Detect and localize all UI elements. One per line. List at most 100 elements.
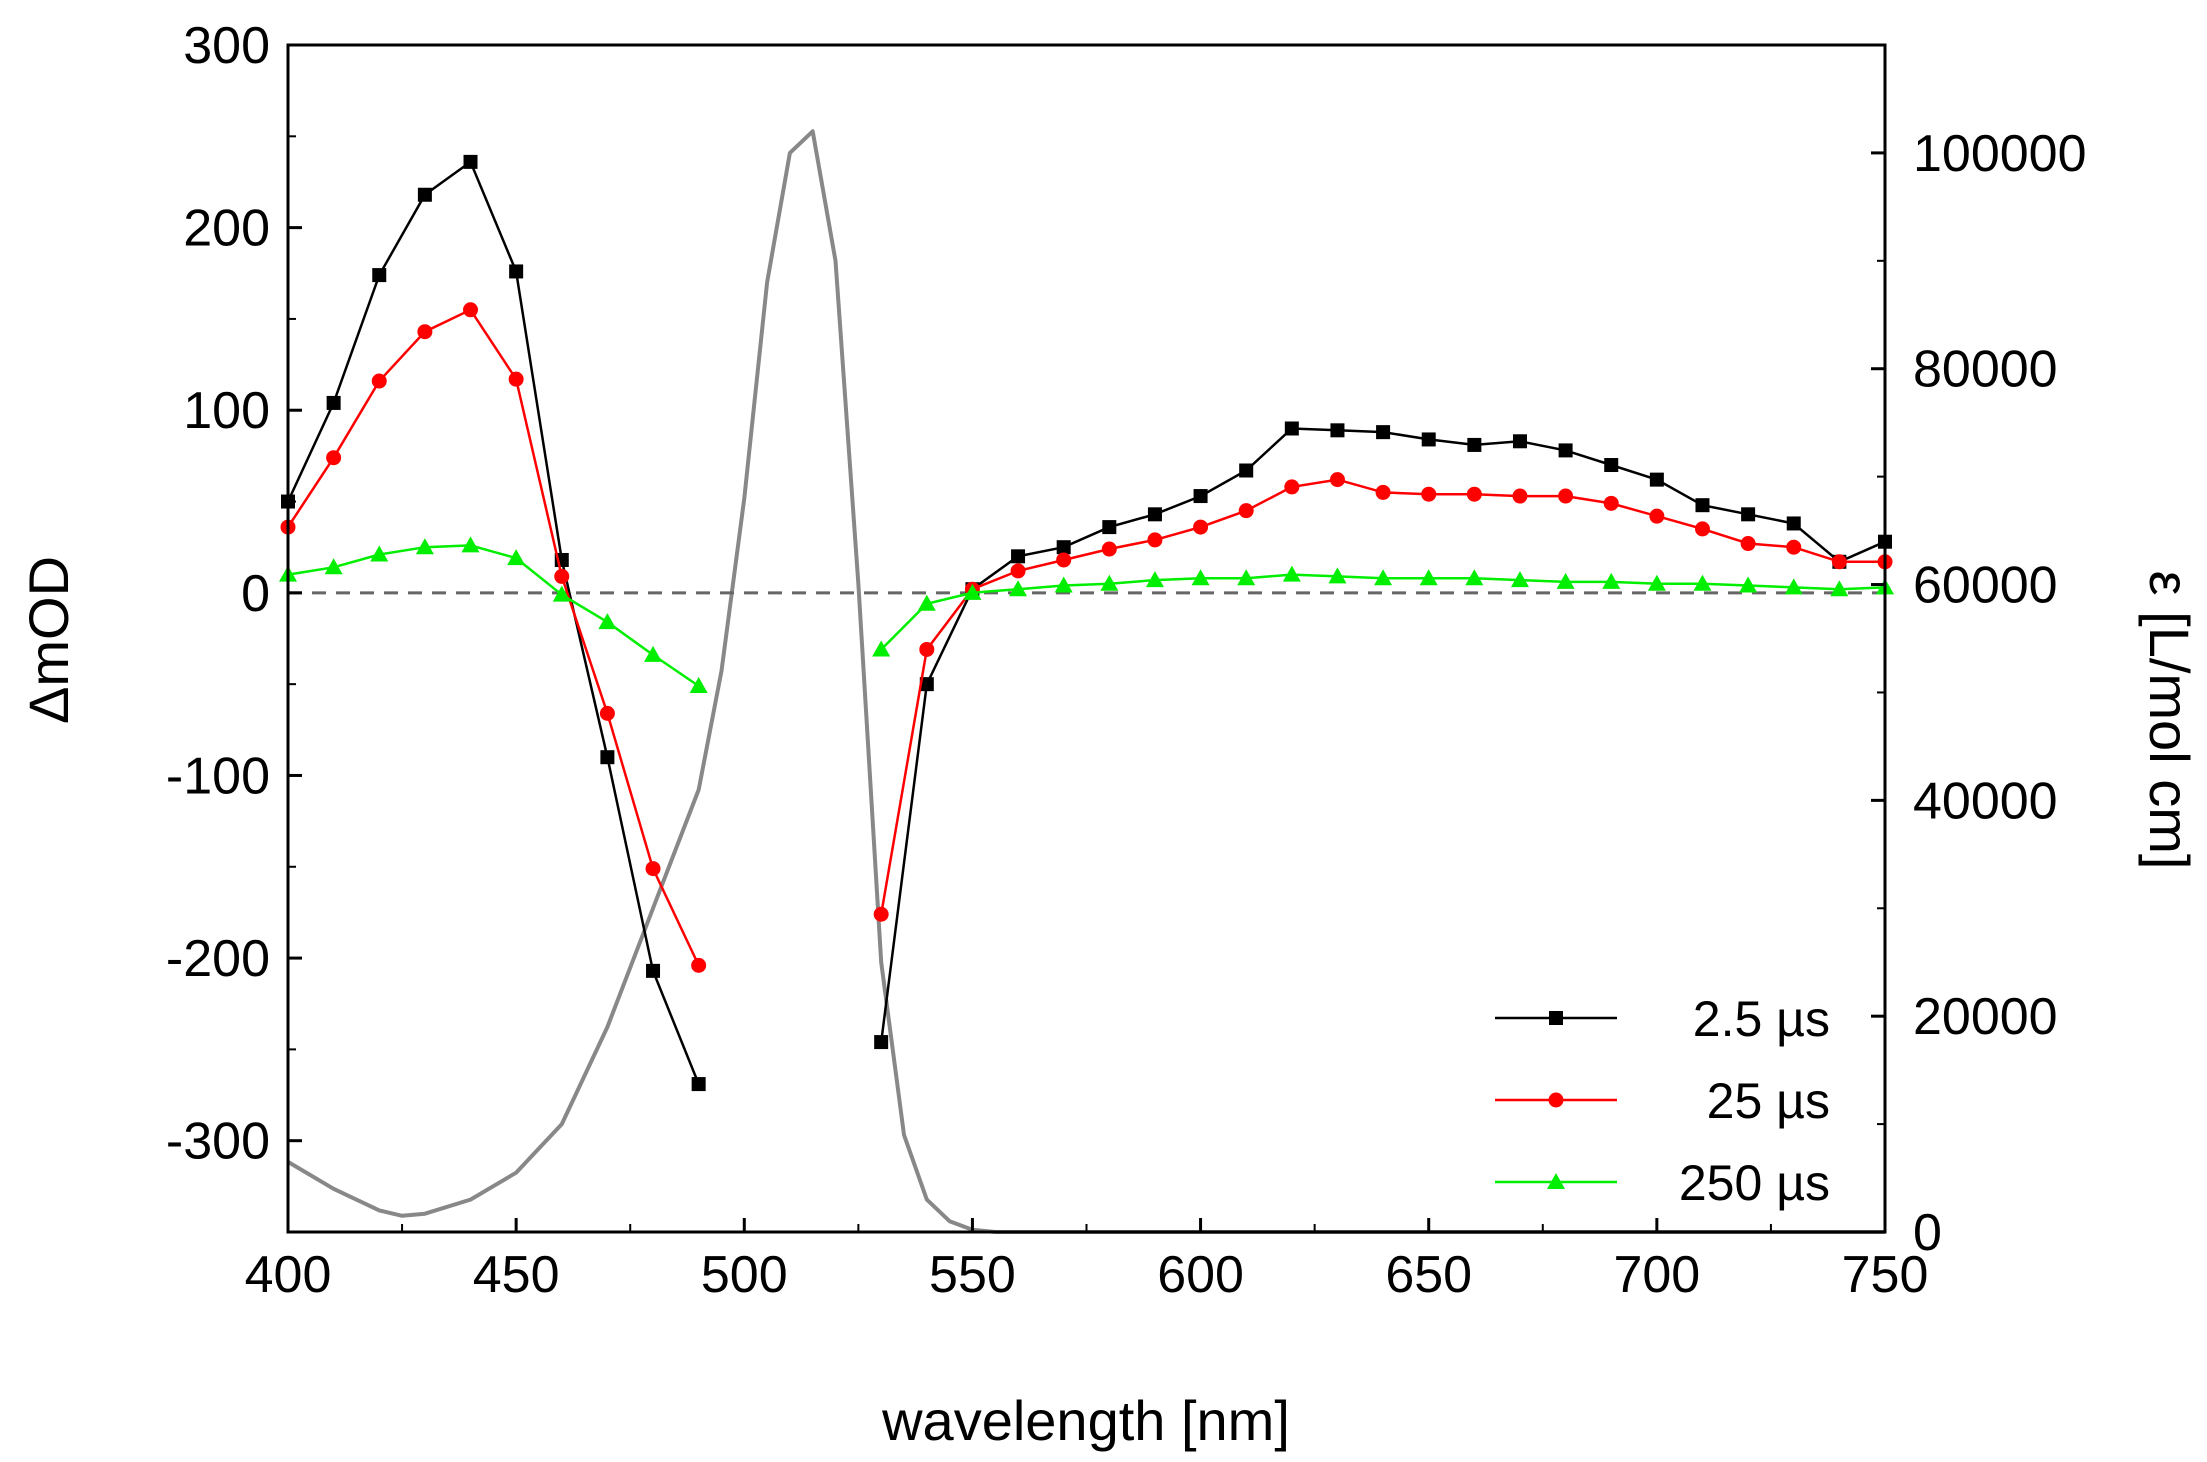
series-2-point bbox=[598, 613, 617, 630]
y2-tick-label: 40000 bbox=[1913, 772, 2058, 830]
legend: 2.5 µs 25 µs 250 µs bbox=[1495, 991, 1830, 1211]
series-1-point bbox=[554, 568, 570, 584]
y2-tick-label: 0 bbox=[1913, 1204, 1942, 1262]
series-0-point bbox=[1376, 425, 1391, 440]
series-2-point bbox=[507, 549, 526, 566]
series-2-point bbox=[415, 538, 434, 555]
y-tick-label: 100 bbox=[183, 382, 270, 440]
series-2-point bbox=[917, 594, 936, 611]
y2-axis-title: ε [L/mol cm] bbox=[2138, 571, 2201, 870]
y-tick-label: -300 bbox=[166, 1113, 270, 1171]
x-tick-label: 550 bbox=[929, 1246, 1016, 1304]
series-1-point bbox=[599, 705, 615, 721]
series-2-point bbox=[1510, 571, 1529, 588]
series-1-point bbox=[1375, 484, 1391, 500]
series-1-point bbox=[463, 302, 479, 318]
series-1-point bbox=[1603, 495, 1619, 511]
series-0-point bbox=[1330, 423, 1345, 438]
series-2-point bbox=[872, 640, 891, 657]
x-tick-label: 600 bbox=[1157, 1246, 1244, 1304]
series-2-point bbox=[1556, 572, 1575, 589]
series-2-point bbox=[1282, 565, 1301, 582]
x-tick-label: 500 bbox=[701, 1246, 788, 1304]
series-0-point bbox=[600, 750, 615, 765]
x-tick-label: 700 bbox=[1613, 1246, 1700, 1304]
y2-tick-label: 80000 bbox=[1913, 341, 2058, 399]
series-2-point bbox=[1191, 569, 1210, 586]
series-1-point bbox=[1238, 503, 1254, 519]
series-0-point bbox=[1558, 443, 1573, 458]
series-2-point bbox=[1328, 567, 1347, 584]
series-2 bbox=[279, 536, 1894, 693]
series-0-point bbox=[1467, 437, 1482, 452]
series-1-line-0 bbox=[286, 308, 700, 966]
legend-marker bbox=[1549, 1011, 1563, 1025]
series-0-point bbox=[1421, 432, 1436, 447]
series-1-point bbox=[645, 861, 661, 877]
series-1-point bbox=[1466, 486, 1482, 502]
x-tick-label: 750 bbox=[1842, 1246, 1929, 1304]
series-0-point bbox=[874, 1035, 889, 1050]
series-2-point bbox=[1465, 569, 1484, 586]
series-2-point bbox=[1739, 576, 1758, 593]
series-0-point bbox=[509, 264, 524, 279]
absorption-curve bbox=[286, 129, 1885, 1234]
series-1-point bbox=[919, 641, 935, 657]
series-0-point bbox=[1147, 507, 1162, 522]
series-0-point bbox=[1695, 498, 1710, 513]
series-1-point bbox=[1193, 519, 1209, 535]
series-1-point bbox=[691, 957, 707, 973]
series-1-point bbox=[1649, 508, 1665, 524]
series-2-point bbox=[689, 676, 708, 693]
series-1-point bbox=[1147, 532, 1163, 548]
series-2-point bbox=[1374, 569, 1393, 586]
legend-marker bbox=[1548, 1092, 1564, 1108]
series-0 bbox=[281, 154, 1892, 1092]
series-1-point bbox=[1284, 479, 1300, 495]
x-tick-label: 650 bbox=[1385, 1246, 1472, 1304]
series-1-point bbox=[1010, 563, 1026, 579]
series-2-line-0 bbox=[287, 544, 700, 688]
series-0-point bbox=[1102, 520, 1117, 535]
series-2-point bbox=[644, 645, 663, 662]
series-1-point bbox=[1831, 554, 1847, 570]
legend-marker bbox=[1547, 1173, 1565, 1189]
series-1-point bbox=[1694, 521, 1710, 537]
y-tick-label: 300 bbox=[183, 17, 270, 75]
x-axis-title: wavelength [nm] bbox=[881, 1389, 1290, 1452]
series-1-point bbox=[873, 906, 889, 922]
series-0-point bbox=[1512, 434, 1527, 449]
y-axis-title: ΔmOD bbox=[17, 556, 80, 724]
series-0-point bbox=[1056, 540, 1071, 555]
series-0-point bbox=[919, 677, 934, 692]
series-1-point bbox=[1512, 488, 1528, 504]
series-1-point bbox=[326, 450, 342, 466]
y-tick-label: 200 bbox=[183, 200, 270, 258]
y2-tick-label: 20000 bbox=[1913, 988, 2058, 1046]
series-0-point bbox=[1786, 516, 1801, 531]
series-2-point bbox=[1009, 580, 1028, 597]
series-2-point bbox=[1784, 578, 1803, 595]
series-1-point bbox=[1786, 539, 1802, 555]
series-0-point bbox=[1741, 507, 1756, 522]
series-0-point bbox=[1649, 472, 1664, 487]
series-0-point bbox=[1193, 489, 1208, 504]
series-2-point bbox=[963, 583, 982, 600]
x-tick-label: 450 bbox=[473, 1246, 560, 1304]
series-2-point bbox=[370, 545, 389, 562]
series-2-point bbox=[1419, 569, 1438, 586]
series-2-point bbox=[1830, 580, 1849, 597]
series-1-point bbox=[1421, 486, 1437, 502]
series-2-point bbox=[461, 536, 480, 553]
legend-label: 25 µs bbox=[1707, 1073, 1830, 1129]
series-1-point bbox=[1329, 472, 1345, 488]
absorption-layer bbox=[286, 129, 1885, 1234]
series-0-point bbox=[1011, 549, 1026, 564]
series-2-point bbox=[1145, 571, 1164, 588]
series-2-point bbox=[1100, 574, 1119, 591]
y-tick-label: -200 bbox=[166, 930, 270, 988]
series-1-point bbox=[417, 324, 433, 340]
y2-tick-label: 60000 bbox=[1913, 557, 2058, 615]
series-0-point bbox=[646, 963, 661, 978]
series-1-point bbox=[371, 373, 387, 389]
